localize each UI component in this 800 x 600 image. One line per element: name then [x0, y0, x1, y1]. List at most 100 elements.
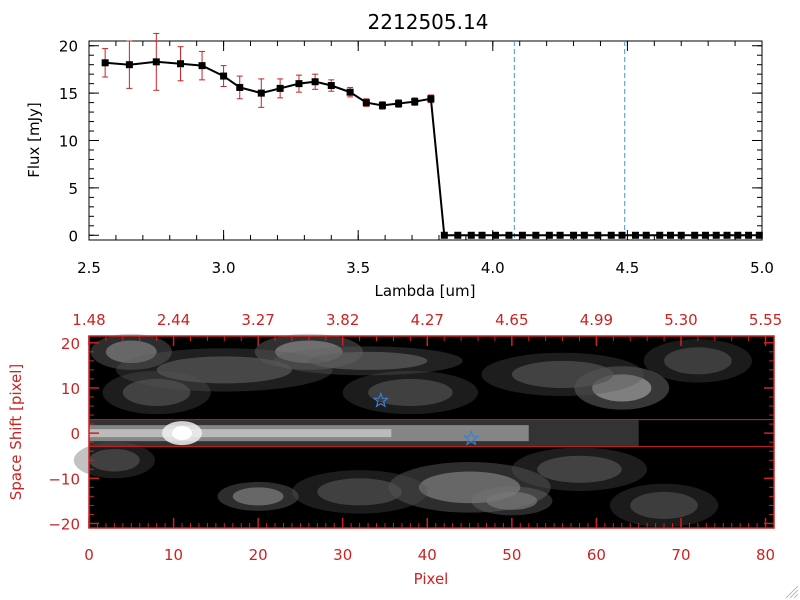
x-tick-label: 5.0 — [750, 259, 774, 277]
flux-point — [518, 231, 526, 239]
flux-point — [755, 231, 763, 239]
image-source — [317, 478, 402, 506]
flux-point — [712, 231, 720, 239]
top-wavelength-label: 5.30 — [664, 311, 697, 329]
flux-point — [642, 231, 650, 239]
y-tick-label: 5 — [68, 180, 78, 198]
x-tick-label: 2.5 — [77, 259, 101, 277]
spectrum-y-axis-label: Flux [mJy] — [25, 102, 43, 178]
flux-series-line — [105, 60, 760, 237]
image-source — [630, 491, 698, 519]
top-wavelength-label: 3.82 — [326, 311, 359, 329]
x-tick-label: 10 — [164, 546, 183, 564]
flux-point — [478, 231, 486, 239]
flux-point — [556, 231, 564, 239]
flux-data-points — [101, 58, 763, 239]
flux-point — [362, 99, 370, 107]
image-source — [232, 487, 284, 506]
image-source — [156, 356, 292, 384]
flux-point — [152, 58, 160, 66]
image-source — [308, 351, 428, 370]
y-tick-label: −20 — [48, 515, 80, 533]
x-tick-label: 4.0 — [481, 259, 505, 277]
flux-point — [505, 231, 513, 239]
top-wavelength-label: 3.27 — [241, 311, 274, 329]
y-tick-label: 20 — [59, 38, 78, 56]
flux-point — [427, 95, 435, 103]
image-x-axis-label: Pixel — [414, 570, 449, 588]
flux-point — [454, 231, 462, 239]
flux-point — [723, 231, 731, 239]
flux-point — [411, 98, 419, 106]
image-source — [122, 378, 191, 407]
flux-point — [440, 231, 448, 239]
spectral-image-plot: 0 10 20 30 40 50 60 70 80 1.48 2.44 3.27 3.82 4.27 4.6… — [7, 311, 782, 588]
flux-point — [545, 231, 553, 239]
top-wavelength-label: 4.27 — [411, 311, 444, 329]
flux-point — [220, 72, 228, 80]
flux-point — [580, 231, 588, 239]
trace-core — [89, 429, 392, 438]
x-tick-label: 50 — [502, 546, 521, 564]
spectral-trace — [89, 420, 639, 447]
star-marker-icon — [463, 429, 480, 446]
image-source — [511, 360, 614, 388]
spectrum-plot-frame — [88, 40, 763, 241]
flux-point — [276, 84, 284, 92]
image-source — [105, 340, 157, 364]
top-wavelength-label: 2.44 — [157, 311, 190, 329]
flux-point — [491, 231, 499, 239]
flux-point — [295, 80, 303, 88]
spectrum-x-axis-label: Lambda [um] — [375, 282, 476, 300]
spectrum-plot: 2212505.14 2.5 3.0 3.5 4.0 4.5 5.0 0 5 10 15 20 La… — [25, 10, 774, 300]
image-source — [89, 448, 140, 472]
spectral-image-sources — [73, 333, 753, 528]
flux-point — [467, 231, 475, 239]
star-marker-icon — [372, 391, 390, 408]
y-tick-label: 0 — [70, 425, 80, 443]
flux-point — [177, 60, 185, 68]
flux-point — [594, 231, 602, 239]
flux-point — [101, 59, 109, 67]
y-tick-label: 15 — [59, 85, 78, 103]
flux-point — [677, 231, 685, 239]
flux-point — [656, 231, 664, 239]
x-tick-label: 40 — [418, 546, 437, 564]
spectral-image-axis-ticks: 0 10 20 30 40 50 60 70 80 1.48 2.44 3.27 3.82 4.27 4.6… — [48, 311, 782, 564]
flux-point — [257, 89, 265, 97]
flux-point — [734, 231, 742, 239]
x-tick-label: 3.0 — [212, 259, 236, 277]
top-wavelength-label: 4.99 — [580, 311, 613, 329]
flux-point — [666, 231, 674, 239]
x-tick-label: 80 — [756, 546, 775, 564]
chart-title: 2212505.14 — [368, 10, 489, 34]
image-source — [537, 455, 622, 483]
flux-point — [395, 100, 403, 108]
flux-point — [198, 62, 206, 70]
x-tick-label: 20 — [249, 546, 268, 564]
flux-point — [631, 231, 639, 239]
x-tick-label: 70 — [671, 546, 690, 564]
flux-point — [311, 78, 319, 86]
image-source — [486, 491, 538, 510]
flux-point — [378, 101, 386, 109]
image-source — [592, 374, 652, 402]
x-tick-label: 60 — [587, 546, 606, 564]
flux-point — [125, 61, 133, 69]
image-source — [368, 378, 453, 407]
flux-point — [607, 231, 615, 239]
flux-point — [570, 231, 578, 239]
source-position-markers — [372, 391, 480, 446]
y-tick-label: −10 — [48, 470, 80, 488]
y-tick-label: 10 — [59, 133, 78, 151]
flux-point — [532, 231, 540, 239]
y-tick-label: 20 — [61, 335, 80, 353]
flux-point — [745, 231, 753, 239]
spectrum-axis-ticks: 2.5 3.0 3.5 4.0 4.5 5.0 0 5 10 15 20 — [59, 38, 774, 277]
top-wavelength-label: 4.65 — [495, 311, 528, 329]
resize-grip-icon[interactable] — [785, 585, 799, 599]
flux-point — [691, 231, 699, 239]
top-wavelength-label: 5.55 — [749, 311, 782, 329]
top-wavelength-label: 1.48 — [72, 311, 105, 329]
flux-point — [327, 82, 335, 90]
